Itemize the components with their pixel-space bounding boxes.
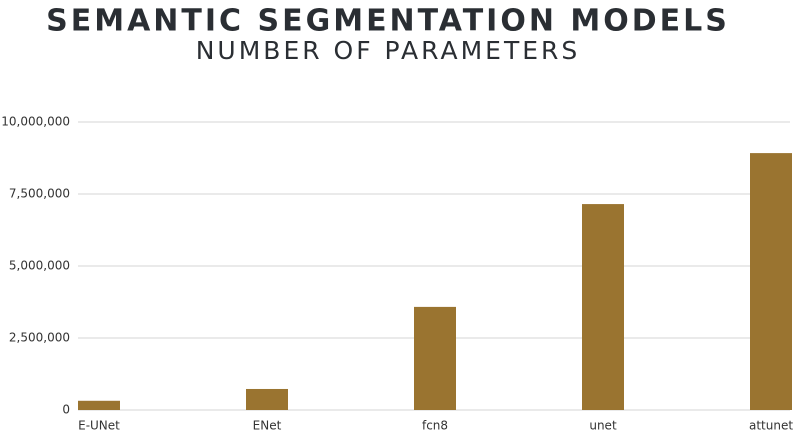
bar	[414, 306, 456, 410]
y-tick-label: 10,000,000	[1, 115, 70, 129]
bar	[246, 388, 288, 410]
y-tick-label: 0	[62, 403, 70, 417]
x-tick-label: attunet	[749, 419, 793, 433]
bar	[582, 204, 624, 410]
bar	[78, 400, 120, 410]
x-tick-label: ENet	[253, 419, 282, 433]
y-tick-label: 5,000,000	[9, 259, 70, 273]
x-tick-label: unet	[589, 419, 617, 433]
chart-subtitle: NUMBER OF PARAMETERS	[196, 36, 581, 65]
x-tick-label: fcn8	[422, 419, 448, 433]
x-tick-label: E-UNet	[78, 419, 120, 433]
y-tick-label: 7,500,000	[9, 187, 70, 201]
bar	[750, 153, 792, 410]
chart-title: SEMANTIC SEGMENTATION MODELS	[46, 4, 730, 39]
y-tick-label: 2,500,000	[9, 331, 70, 345]
